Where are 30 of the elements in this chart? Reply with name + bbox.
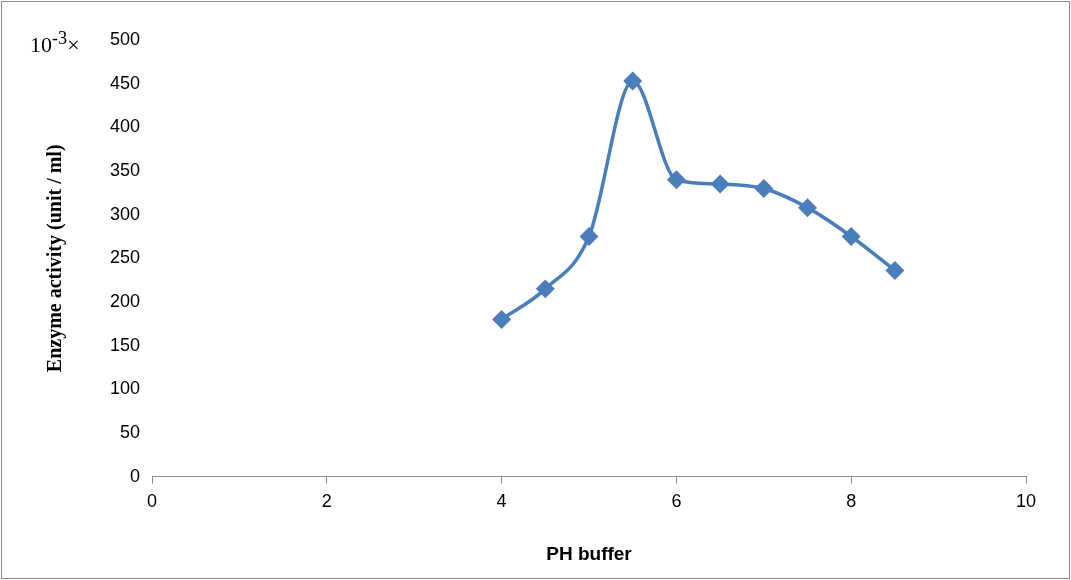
x-tick-label: 10 [1015,491,1037,512]
y-tick-label: 50 [120,421,141,442]
point [536,280,555,298]
y-tick-label: 400 [109,116,141,137]
y-tick-label: 150 [109,334,141,355]
x-tick-label: 6 [671,491,682,512]
point [711,175,729,193]
point [755,179,773,198]
x-tick-label: 8 [846,491,857,512]
point [492,310,511,329]
text: 10$^{-3}$× [30,28,80,59]
point [623,72,642,90]
y-tick-label: 200 [109,290,141,311]
y-axis-title: Enzyme activity (unit / ml) [43,144,67,373]
y-tick-label: 350 [109,159,141,180]
x-tick-label: 0 [147,491,158,512]
x-tick-label: 2 [321,491,332,512]
point [667,170,686,189]
y-tick-label: 100 [109,378,141,399]
point [798,198,817,217]
x-tick-label: 4 [496,491,507,512]
y-tick-label: 300 [109,203,141,224]
x-axis-title: PH buffer [546,542,633,564]
y-tick-label: 500 [109,28,141,49]
point [580,227,598,246]
point [886,261,904,280]
y-tick-label: 0 [130,465,141,486]
point [842,227,860,246]
y-tick-label: 450 [109,72,141,93]
y-tick-label: 250 [109,247,141,268]
